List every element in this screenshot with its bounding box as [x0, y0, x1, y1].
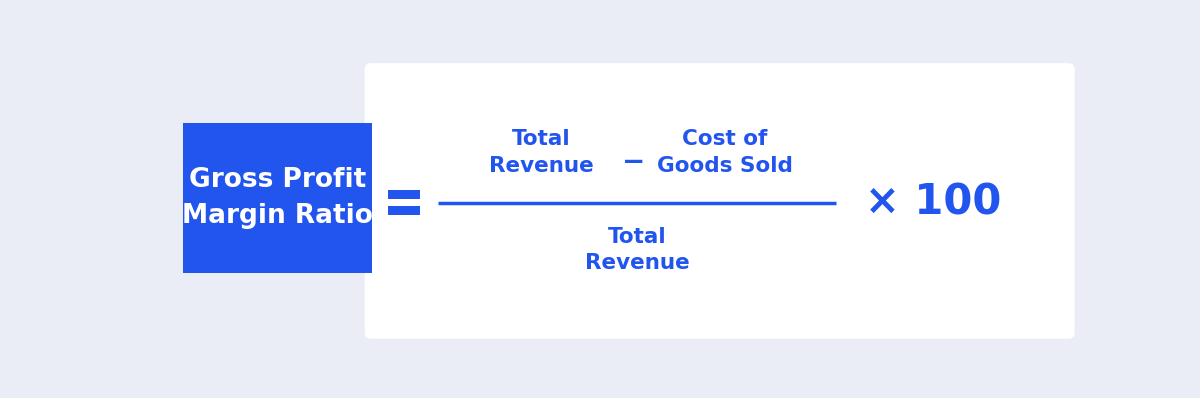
FancyBboxPatch shape [388, 206, 420, 215]
FancyBboxPatch shape [182, 123, 372, 273]
FancyBboxPatch shape [388, 190, 420, 199]
Text: Gross Profit
Margin Ratio: Gross Profit Margin Ratio [182, 167, 373, 229]
Text: Total
Revenue: Total Revenue [584, 227, 690, 273]
Text: × 100: × 100 [864, 181, 1001, 224]
Text: Total
Revenue: Total Revenue [490, 129, 594, 176]
Text: −: − [622, 148, 644, 176]
FancyBboxPatch shape [365, 63, 1074, 339]
Text: Cost of
Goods Sold: Cost of Goods Sold [658, 129, 793, 176]
